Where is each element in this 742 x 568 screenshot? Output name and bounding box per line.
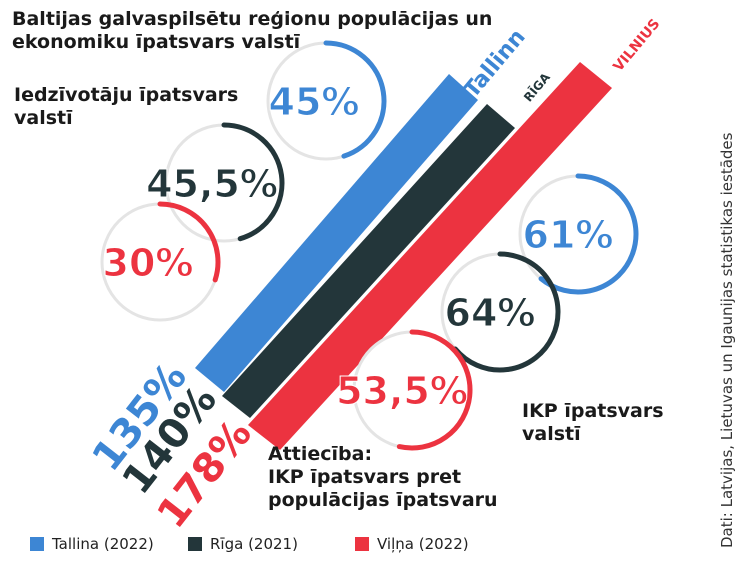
gdp-value: 61% xyxy=(523,213,614,257)
ratio-title: Attiecība: xyxy=(268,443,373,465)
bar xyxy=(248,62,612,450)
legend-swatch xyxy=(355,537,369,551)
population-value: 45,5% xyxy=(146,162,278,206)
population-value: 30% xyxy=(103,241,194,285)
population-value: 45% xyxy=(269,80,360,124)
title: Baltijas galvaspilsētu reģionu populācij… xyxy=(12,8,493,53)
legend-label: Rīga (2021) xyxy=(210,535,298,553)
gdp-value: 53,5% xyxy=(336,369,468,413)
ring-arc xyxy=(538,173,639,295)
legend-label: Tallina (2022) xyxy=(52,535,154,553)
ring-arc xyxy=(221,122,285,242)
ratio-text: IKP īpatsvars pret populācijas īpatsvaru xyxy=(268,466,498,511)
city-name: VILNIUS xyxy=(610,16,663,75)
ring-arc xyxy=(323,40,387,159)
population-label: Iedzīvotāju īpatsvars valstī xyxy=(14,84,239,129)
bar xyxy=(222,104,515,418)
gdp-label: IKP īpatsvars valstī xyxy=(522,400,664,445)
legend-swatch xyxy=(188,537,202,551)
legend-swatch xyxy=(30,537,44,551)
gdp-value: 64% xyxy=(445,291,536,335)
legend-label: Viļņa (2022) xyxy=(377,535,469,553)
ring-arc xyxy=(157,201,221,283)
bar xyxy=(195,74,478,392)
source: Dati: Latvijas, Lietuvas un Igaunijas st… xyxy=(718,132,736,548)
ring-arc xyxy=(396,329,473,451)
ring-arc xyxy=(452,251,561,373)
